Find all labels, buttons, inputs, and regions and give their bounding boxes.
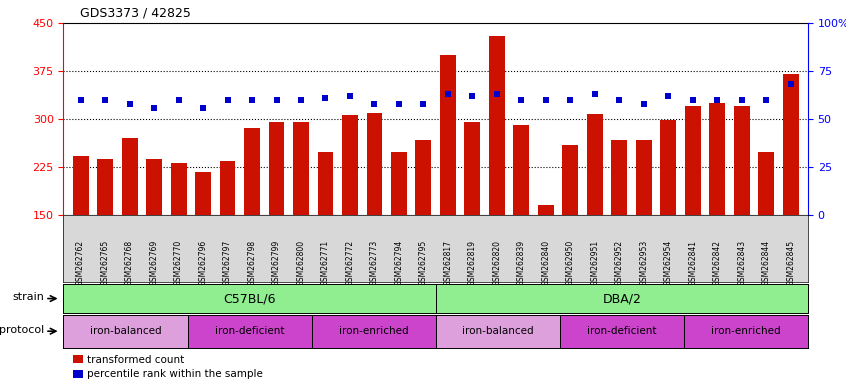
Text: iron-deficient: iron-deficient [215, 326, 284, 336]
Bar [391, 152, 407, 215]
Bar [73, 156, 89, 215]
Bar [317, 152, 333, 215]
Text: transformed count: transformed count [87, 355, 184, 365]
Bar [366, 113, 382, 215]
Bar [612, 139, 628, 215]
Text: DBA/2: DBA/2 [602, 292, 641, 305]
Text: protocol: protocol [0, 324, 45, 334]
Text: C57BL/6: C57BL/6 [223, 292, 276, 305]
Bar [73, 356, 83, 364]
Bar [538, 205, 554, 215]
Bar [587, 114, 603, 215]
Bar [563, 145, 579, 215]
Bar [733, 106, 750, 215]
Text: GDS3373 / 42825: GDS3373 / 42825 [80, 6, 191, 19]
Bar [244, 128, 260, 215]
Bar [146, 159, 162, 215]
Bar [709, 103, 725, 215]
Text: iron-balanced: iron-balanced [90, 326, 162, 336]
Bar [342, 114, 358, 215]
Text: iron-deficient: iron-deficient [587, 326, 656, 336]
Bar [783, 74, 799, 215]
Bar [514, 126, 530, 215]
Bar [636, 139, 651, 215]
Bar [122, 137, 138, 215]
Bar [220, 161, 235, 215]
Bar [195, 172, 211, 215]
Bar [171, 162, 186, 215]
Bar [685, 106, 700, 215]
Bar [73, 370, 83, 378]
Text: iron-enriched: iron-enriched [711, 326, 781, 336]
Text: iron-balanced: iron-balanced [462, 326, 534, 336]
Bar [293, 122, 309, 215]
Text: strain: strain [13, 292, 45, 302]
Text: iron-enriched: iron-enriched [339, 326, 409, 336]
Bar [758, 152, 774, 215]
Bar [489, 36, 505, 215]
Bar [97, 159, 113, 215]
Bar [464, 122, 481, 215]
Bar [440, 55, 456, 215]
Bar [661, 120, 676, 215]
Bar [268, 122, 284, 215]
Text: percentile rank within the sample: percentile rank within the sample [87, 369, 263, 379]
Bar [415, 139, 431, 215]
